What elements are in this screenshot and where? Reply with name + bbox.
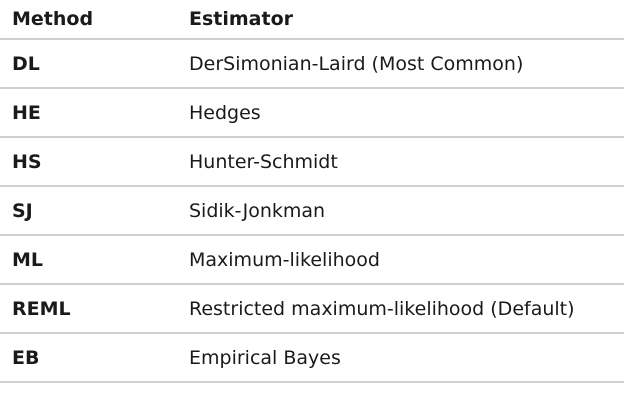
estimator-cell: Empirical Bayes	[177, 333, 624, 383]
method-cell: SJ	[0, 186, 177, 236]
method-column-header: Method	[0, 0, 177, 40]
estimator-cell: Restricted maximum-likelihood (Default)	[177, 284, 624, 334]
table-row: HE Hedges	[0, 88, 624, 138]
table-body: DL DerSimonian-Laird (Most Common) HE He…	[0, 39, 624, 383]
method-cell: REML	[0, 284, 177, 334]
estimator-cell: Sidik-Jonkman	[177, 186, 624, 236]
table-row: REML Restricted maximum-likelihood (Defa…	[0, 284, 624, 334]
estimator-cell: DerSimonian-Laird (Most Common)	[177, 39, 624, 89]
table-row: DL DerSimonian-Laird (Most Common)	[0, 39, 624, 89]
estimator-cell: Maximum-likelihood	[177, 235, 624, 285]
estimators-table: Method Estimator DL DerSimonian-Laird (M…	[0, 0, 624, 383]
table-header: Method Estimator	[0, 0, 624, 40]
method-cell: HE	[0, 88, 177, 138]
table-row: ML Maximum-likelihood	[0, 235, 624, 285]
method-cell: EB	[0, 333, 177, 383]
method-cell: DL	[0, 39, 177, 89]
table-row: EB Empirical Bayes	[0, 333, 624, 383]
table-row: HS Hunter-Schmidt	[0, 137, 624, 187]
method-cell: HS	[0, 137, 177, 187]
estimator-cell: Hedges	[177, 88, 624, 138]
table-row: SJ Sidik-Jonkman	[0, 186, 624, 236]
header-row: Method Estimator	[0, 0, 624, 40]
method-cell: ML	[0, 235, 177, 285]
estimator-cell: Hunter-Schmidt	[177, 137, 624, 187]
estimator-column-header: Estimator	[177, 0, 624, 40]
